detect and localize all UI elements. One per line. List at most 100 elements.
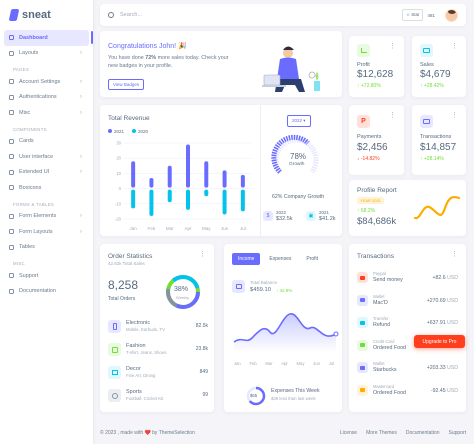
- amount-value: +82.6: [432, 275, 446, 281]
- bar-2020-Jul: [240, 189, 245, 212]
- more-options-icon[interactable]: ⋮: [199, 251, 206, 258]
- sidebar-item-tables[interactable]: Tables: [4, 240, 89, 256]
- sidebar-item-misc[interactable]: Misc ›: [4, 105, 89, 121]
- github-star-button[interactable]: ☆ Star: [401, 9, 424, 21]
- more-options-icon[interactable]: ⋮: [389, 112, 396, 119]
- search-icon[interactable]: [108, 12, 114, 18]
- bar-2021-May: [204, 161, 209, 188]
- legend-label: 2021: [114, 129, 125, 134]
- man-with-laptop-illustration: [262, 46, 320, 92]
- item-value: 23.8k: [195, 346, 208, 352]
- bar-2021-Jul: [240, 174, 245, 188]
- search-input[interactable]: Search...: [120, 12, 143, 18]
- home-icon: [108, 366, 121, 379]
- sidebar-item-support[interactable]: Support: [4, 268, 89, 284]
- bar-2021-Apr: [186, 144, 190, 188]
- growth-gauge: [271, 134, 319, 174]
- bar-2021-Feb: [149, 177, 154, 188]
- tab-expenses[interactable]: Expenses: [269, 256, 292, 262]
- mobile-icon: [108, 320, 121, 333]
- logo-icon: [8, 9, 20, 21]
- sidebar-item-user-interface[interactable]: User interface ›: [4, 149, 89, 165]
- wallet-icon: ▣: [306, 211, 316, 221]
- brand-name: sneat: [22, 9, 51, 21]
- file-icon: [9, 288, 14, 294]
- footer-link-more-themes[interactable]: More Themes: [366, 430, 397, 436]
- x-tick-label: Jan: [130, 226, 138, 231]
- view-badges-button[interactable]: View Badges: [108, 79, 145, 90]
- item-desc: Fine Art, Dining: [126, 373, 156, 378]
- sidebar-item-dashboard[interactable]: Dashboard: [4, 30, 93, 46]
- chevron-right-icon: ›: [80, 109, 82, 116]
- chevron-right-icon: ›: [80, 153, 82, 160]
- payments-value: $2,456: [357, 142, 388, 153]
- transaction-row: Transfer Refund +637.91 USD: [357, 315, 458, 333]
- footer-link-documentation[interactable]: Documentation: [405, 430, 440, 436]
- more-options-icon[interactable]: ⋮: [451, 251, 458, 258]
- tab-income[interactable]: Income: [232, 253, 261, 265]
- home-icon: [9, 35, 14, 41]
- sidebar-item-form-elements[interactable]: Form Elements ›: [4, 209, 89, 225]
- tab-profit[interactable]: Profit: [306, 256, 319, 262]
- credit-card-icon: [420, 115, 433, 128]
- footer-link-license[interactable]: License: [339, 430, 358, 436]
- list-item: Electronic Mobile, Earbuds, TV 82.5k: [108, 319, 208, 335]
- year-dropdown[interactable]: 2022 ▾: [287, 115, 311, 127]
- income-area-chart: [233, 313, 339, 352]
- growth-percent: 78%: [290, 152, 307, 161]
- sidebar-item-account-settings[interactable]: Account Settings ›: [4, 74, 89, 90]
- payment-method-icon: [357, 294, 368, 306]
- legend-2020: 2020: [132, 129, 148, 134]
- x-tick-label: Jul: [240, 226, 246, 231]
- upgrade-to-pro-button[interactable]: Upgrade to Pro: [414, 335, 465, 348]
- payment-method-icon: [357, 339, 368, 351]
- sidebar-item-authentications[interactable]: Authentications ›: [4, 90, 89, 106]
- sidebar-header-components: COMPONENTS: [13, 126, 47, 132]
- amount-value: -92.45: [430, 387, 446, 394]
- sidebar-item-layouts[interactable]: Layouts ›: [4, 46, 89, 62]
- sidebar-nav: Dashboard Layouts › PAGES Account Setting…: [0, 30, 93, 299]
- sidebar-item-form-layouts[interactable]: Form Layouts ›: [4, 224, 89, 240]
- payment-method-icon: [357, 384, 368, 396]
- chevron-right-icon: ›: [80, 228, 82, 235]
- sidebar-item-documentation[interactable]: Documentation: [4, 284, 89, 300]
- y-tick-label: 0: [119, 186, 122, 191]
- support-icon: [9, 273, 14, 279]
- list-item: Sports Football, Cricket Kit 99: [108, 388, 208, 404]
- year-badge: YEAR 2021: [357, 197, 384, 204]
- item-value: 99: [202, 392, 208, 398]
- avatar[interactable]: [445, 8, 458, 22]
- congrats-percent: 72%: [145, 55, 157, 61]
- payments-label: Payments: [357, 134, 382, 140]
- donut-label: Weekly: [176, 295, 190, 300]
- amount-unit: USD: [447, 387, 458, 394]
- sales-value: $4,679: [420, 69, 451, 80]
- more-options-icon[interactable]: ⋮: [451, 112, 458, 119]
- sidebar-header-misc: MISC: [13, 261, 25, 266]
- transactions-card: Transactions ⋮ Paypal Send money +82.6 USD…: [349, 244, 466, 412]
- brand-logo[interactable]: sneat: [0, 0, 93, 30]
- revenue-legend: 2021 2020: [108, 129, 148, 134]
- transaction-desc: Ordered Food: [373, 389, 406, 396]
- detail-icon: [9, 213, 14, 219]
- legend-label: 2020: [138, 129, 149, 134]
- sidebar-item-label: Tables: [19, 244, 35, 251]
- sidebar-item-cards[interactable]: Cards: [4, 134, 89, 150]
- profit-change: ↑ +72.80%: [357, 83, 381, 89]
- sidebar-item-extended-ui[interactable]: Extended UI ›: [4, 165, 89, 181]
- more-options-icon[interactable]: ⋮: [389, 43, 396, 50]
- footer-link-support[interactable]: Support: [448, 430, 466, 436]
- bar-2021-Jan: [131, 161, 136, 188]
- amount-value: +270.69: [426, 297, 446, 304]
- payment-method-icon: [357, 362, 368, 373]
- total-revenue-card: Total Revenue 2021 2020 30 20 10 0 -10 -20 Jan…: [100, 105, 342, 236]
- dock-icon: [9, 79, 14, 85]
- sidebar-item-boxicons[interactable]: Boxicons: [4, 180, 89, 196]
- transaction-method: Credit Card: [373, 338, 395, 344]
- congrats-title: Congratulations John! 🎉: [108, 43, 187, 50]
- more-options-icon[interactable]: ⋮: [451, 43, 458, 50]
- item-desc: T-shirt, Jeans, Shoes: [126, 350, 167, 355]
- item-value: 849: [199, 369, 208, 375]
- list-item: Decor Fine Art, Dining 849: [108, 365, 208, 381]
- growth-label: Growth: [289, 162, 305, 167]
